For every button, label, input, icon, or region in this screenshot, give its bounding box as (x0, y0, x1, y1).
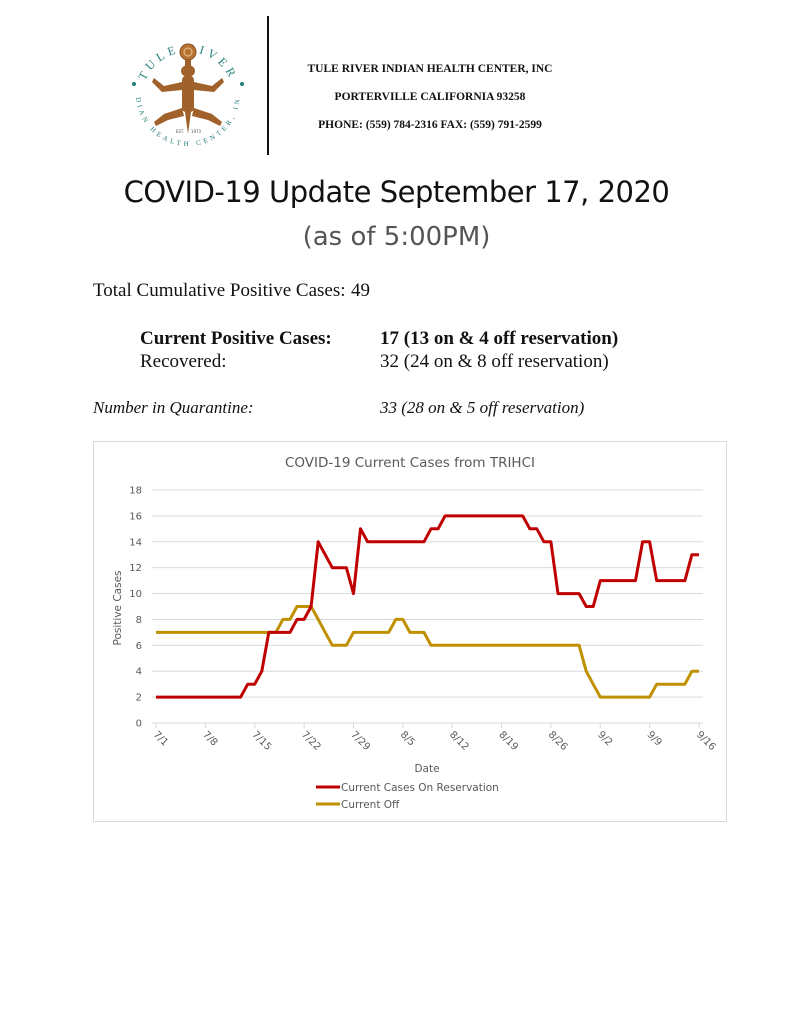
y-tick-label: 16 (129, 511, 142, 522)
chart-title: COVID-19 Current Cases from TRIHCI (284, 455, 535, 471)
recovered-value: 32 (24 on & 8 off reservation) (380, 351, 609, 372)
x-tick-label: 8/12 (447, 729, 471, 753)
y-tick-label: 0 (136, 719, 142, 730)
recovered-label: Recovered: (140, 351, 227, 372)
page-title: COVID-19 Update September 17, 2020 (123, 175, 670, 209)
organization-address: PORTERVILLE CALIFORNIA 93258 (334, 91, 526, 103)
figure-icon (152, 43, 224, 134)
y-tick-label: 18 (129, 486, 142, 497)
y-tick-label: 2 (136, 693, 142, 704)
total-cases-value: 49 (351, 280, 370, 301)
header-divider (267, 16, 269, 155)
x-tick-label: 9/16 (694, 729, 718, 753)
current-cases-label: Current Positive Cases: (140, 328, 332, 349)
current-cases-value: 17 (13 on & 4 off reservation) (380, 328, 619, 349)
cases-chart: COVID-19 Current Cases from TRIHCI 0 2 4 6 8… (93, 441, 727, 822)
y-axis-label: Positive Cases (112, 571, 124, 646)
tule-river-logo: TULE RIVER INDIAN HEALTH CENTER, INC. ES… (120, 28, 252, 162)
x-tick-label: 9/9 (645, 729, 664, 748)
legend-label: Current Cases On Reservation (341, 782, 499, 794)
total-cases-label: Total Cumulative Positive Cases: (93, 280, 346, 301)
logo-est-left: EST. (176, 129, 184, 134)
x-tick-label: 7/22 (299, 729, 323, 753)
chart-plot: 0 2 4 6 8 10 12 14 16 18 7/1 7/8 7/15 7/22 7/29 8/5 8/1… (112, 486, 718, 812)
organization-phone-fax: PHONE: (559) 784-2316 FAX: (559) 791-259… (318, 119, 542, 131)
x-tick-label: 8/19 (496, 729, 520, 753)
y-tick-label: 12 (129, 563, 142, 574)
y-tick-label: 14 (129, 537, 142, 548)
x-tick-label: 8/5 (398, 729, 417, 748)
logo-est-right: 1973 (191, 129, 202, 134)
x-tick-label: 8/26 (546, 729, 570, 753)
legend-label: Current Off (341, 799, 400, 811)
x-tick-label: 7/1 (151, 729, 170, 748)
quarantine-value: 33 (28 on & 5 off reservation) (380, 398, 585, 417)
y-tick-label: 10 (129, 589, 142, 600)
chart-legend: Current Cases On Reservation Current Off (316, 782, 499, 811)
x-axis-label: Date (414, 763, 439, 775)
y-tick-label: 4 (136, 667, 142, 678)
page-subtitle: (as of 5:00PM) (302, 222, 491, 252)
organization-name: TULE RIVER INDIAN HEALTH CENTER, INC (307, 63, 553, 75)
x-tick-label: 9/2 (595, 729, 614, 748)
y-tick-label: 6 (136, 641, 142, 652)
series-line (156, 514, 699, 699)
quarantine-label: Number in Quarantine: (93, 398, 254, 417)
series-line (156, 605, 699, 699)
x-tick-label: 7/29 (348, 729, 372, 753)
letterhead: TULE RIVER INDIAN HEALTH CENTER, INC POR… (270, 60, 590, 144)
x-tick-label: 7/8 (200, 729, 219, 748)
y-tick-label: 8 (136, 615, 142, 626)
x-tick-label: 7/15 (250, 729, 274, 753)
